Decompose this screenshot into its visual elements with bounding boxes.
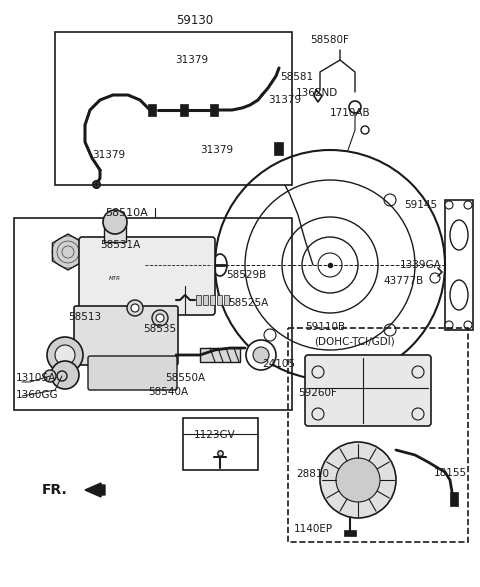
- Bar: [224, 295, 229, 305]
- Circle shape: [127, 300, 143, 316]
- Bar: [148, 104, 156, 116]
- Circle shape: [445, 201, 453, 209]
- Text: 58581: 58581: [280, 72, 313, 82]
- Bar: [210, 295, 215, 305]
- Circle shape: [464, 201, 472, 209]
- Text: 59145: 59145: [404, 200, 437, 210]
- Text: 43777B: 43777B: [383, 276, 423, 286]
- Bar: [200, 348, 240, 362]
- Circle shape: [44, 370, 56, 382]
- Text: 24105: 24105: [262, 359, 295, 369]
- FancyBboxPatch shape: [79, 237, 215, 315]
- Circle shape: [445, 321, 453, 329]
- Text: 28810: 28810: [296, 469, 329, 479]
- Bar: [217, 295, 222, 305]
- Text: 31379: 31379: [175, 55, 208, 65]
- Text: 59260F: 59260F: [298, 388, 337, 398]
- Circle shape: [320, 442, 396, 518]
- Text: 31379: 31379: [92, 150, 125, 160]
- Polygon shape: [52, 234, 84, 270]
- Text: 59130: 59130: [177, 14, 214, 27]
- Text: 58513: 58513: [68, 312, 101, 322]
- Circle shape: [47, 337, 83, 373]
- Text: 1123GV: 1123GV: [194, 430, 236, 440]
- Circle shape: [51, 361, 79, 389]
- Bar: [203, 295, 208, 305]
- Circle shape: [55, 345, 75, 365]
- Text: FR.: FR.: [42, 483, 68, 497]
- Circle shape: [152, 310, 168, 326]
- Bar: [274, 142, 283, 155]
- Circle shape: [131, 304, 139, 312]
- Circle shape: [103, 210, 127, 234]
- Text: 18155: 18155: [434, 468, 467, 478]
- Text: 58525A: 58525A: [228, 298, 268, 308]
- FancyBboxPatch shape: [74, 306, 178, 365]
- Text: 1362ND: 1362ND: [296, 88, 338, 98]
- Circle shape: [156, 314, 164, 322]
- Text: 1339GA: 1339GA: [400, 260, 442, 270]
- Bar: [344, 530, 356, 536]
- Text: 58535: 58535: [143, 324, 176, 334]
- Text: 1710AB: 1710AB: [330, 108, 371, 118]
- Circle shape: [336, 458, 380, 502]
- Bar: [210, 104, 218, 116]
- Text: 31379: 31379: [268, 95, 301, 105]
- Text: 1360GG: 1360GG: [16, 390, 59, 400]
- Text: 58529B: 58529B: [226, 270, 266, 280]
- Bar: [180, 104, 188, 116]
- Text: 1310SA: 1310SA: [16, 373, 56, 383]
- Text: 59110B: 59110B: [305, 322, 345, 332]
- Text: 58531A: 58531A: [100, 240, 140, 250]
- Bar: [104, 224, 126, 242]
- Bar: [450, 492, 458, 506]
- Circle shape: [246, 340, 276, 370]
- Text: 58540A: 58540A: [148, 387, 188, 397]
- Text: 58510A: 58510A: [105, 208, 148, 218]
- Text: 58550A: 58550A: [165, 373, 205, 383]
- Bar: [196, 295, 201, 305]
- Text: 1140EP: 1140EP: [294, 524, 333, 534]
- Text: 58580F: 58580F: [310, 35, 349, 45]
- Bar: [445, 200, 473, 330]
- Circle shape: [253, 347, 269, 363]
- Text: (DOHC-TCI/GDI): (DOHC-TCI/GDI): [314, 336, 395, 346]
- Text: MTR: MTR: [109, 275, 121, 281]
- Text: 31379: 31379: [200, 145, 233, 155]
- FancyBboxPatch shape: [88, 356, 177, 390]
- Circle shape: [464, 321, 472, 329]
- FancyBboxPatch shape: [305, 355, 431, 426]
- FancyArrow shape: [85, 483, 105, 497]
